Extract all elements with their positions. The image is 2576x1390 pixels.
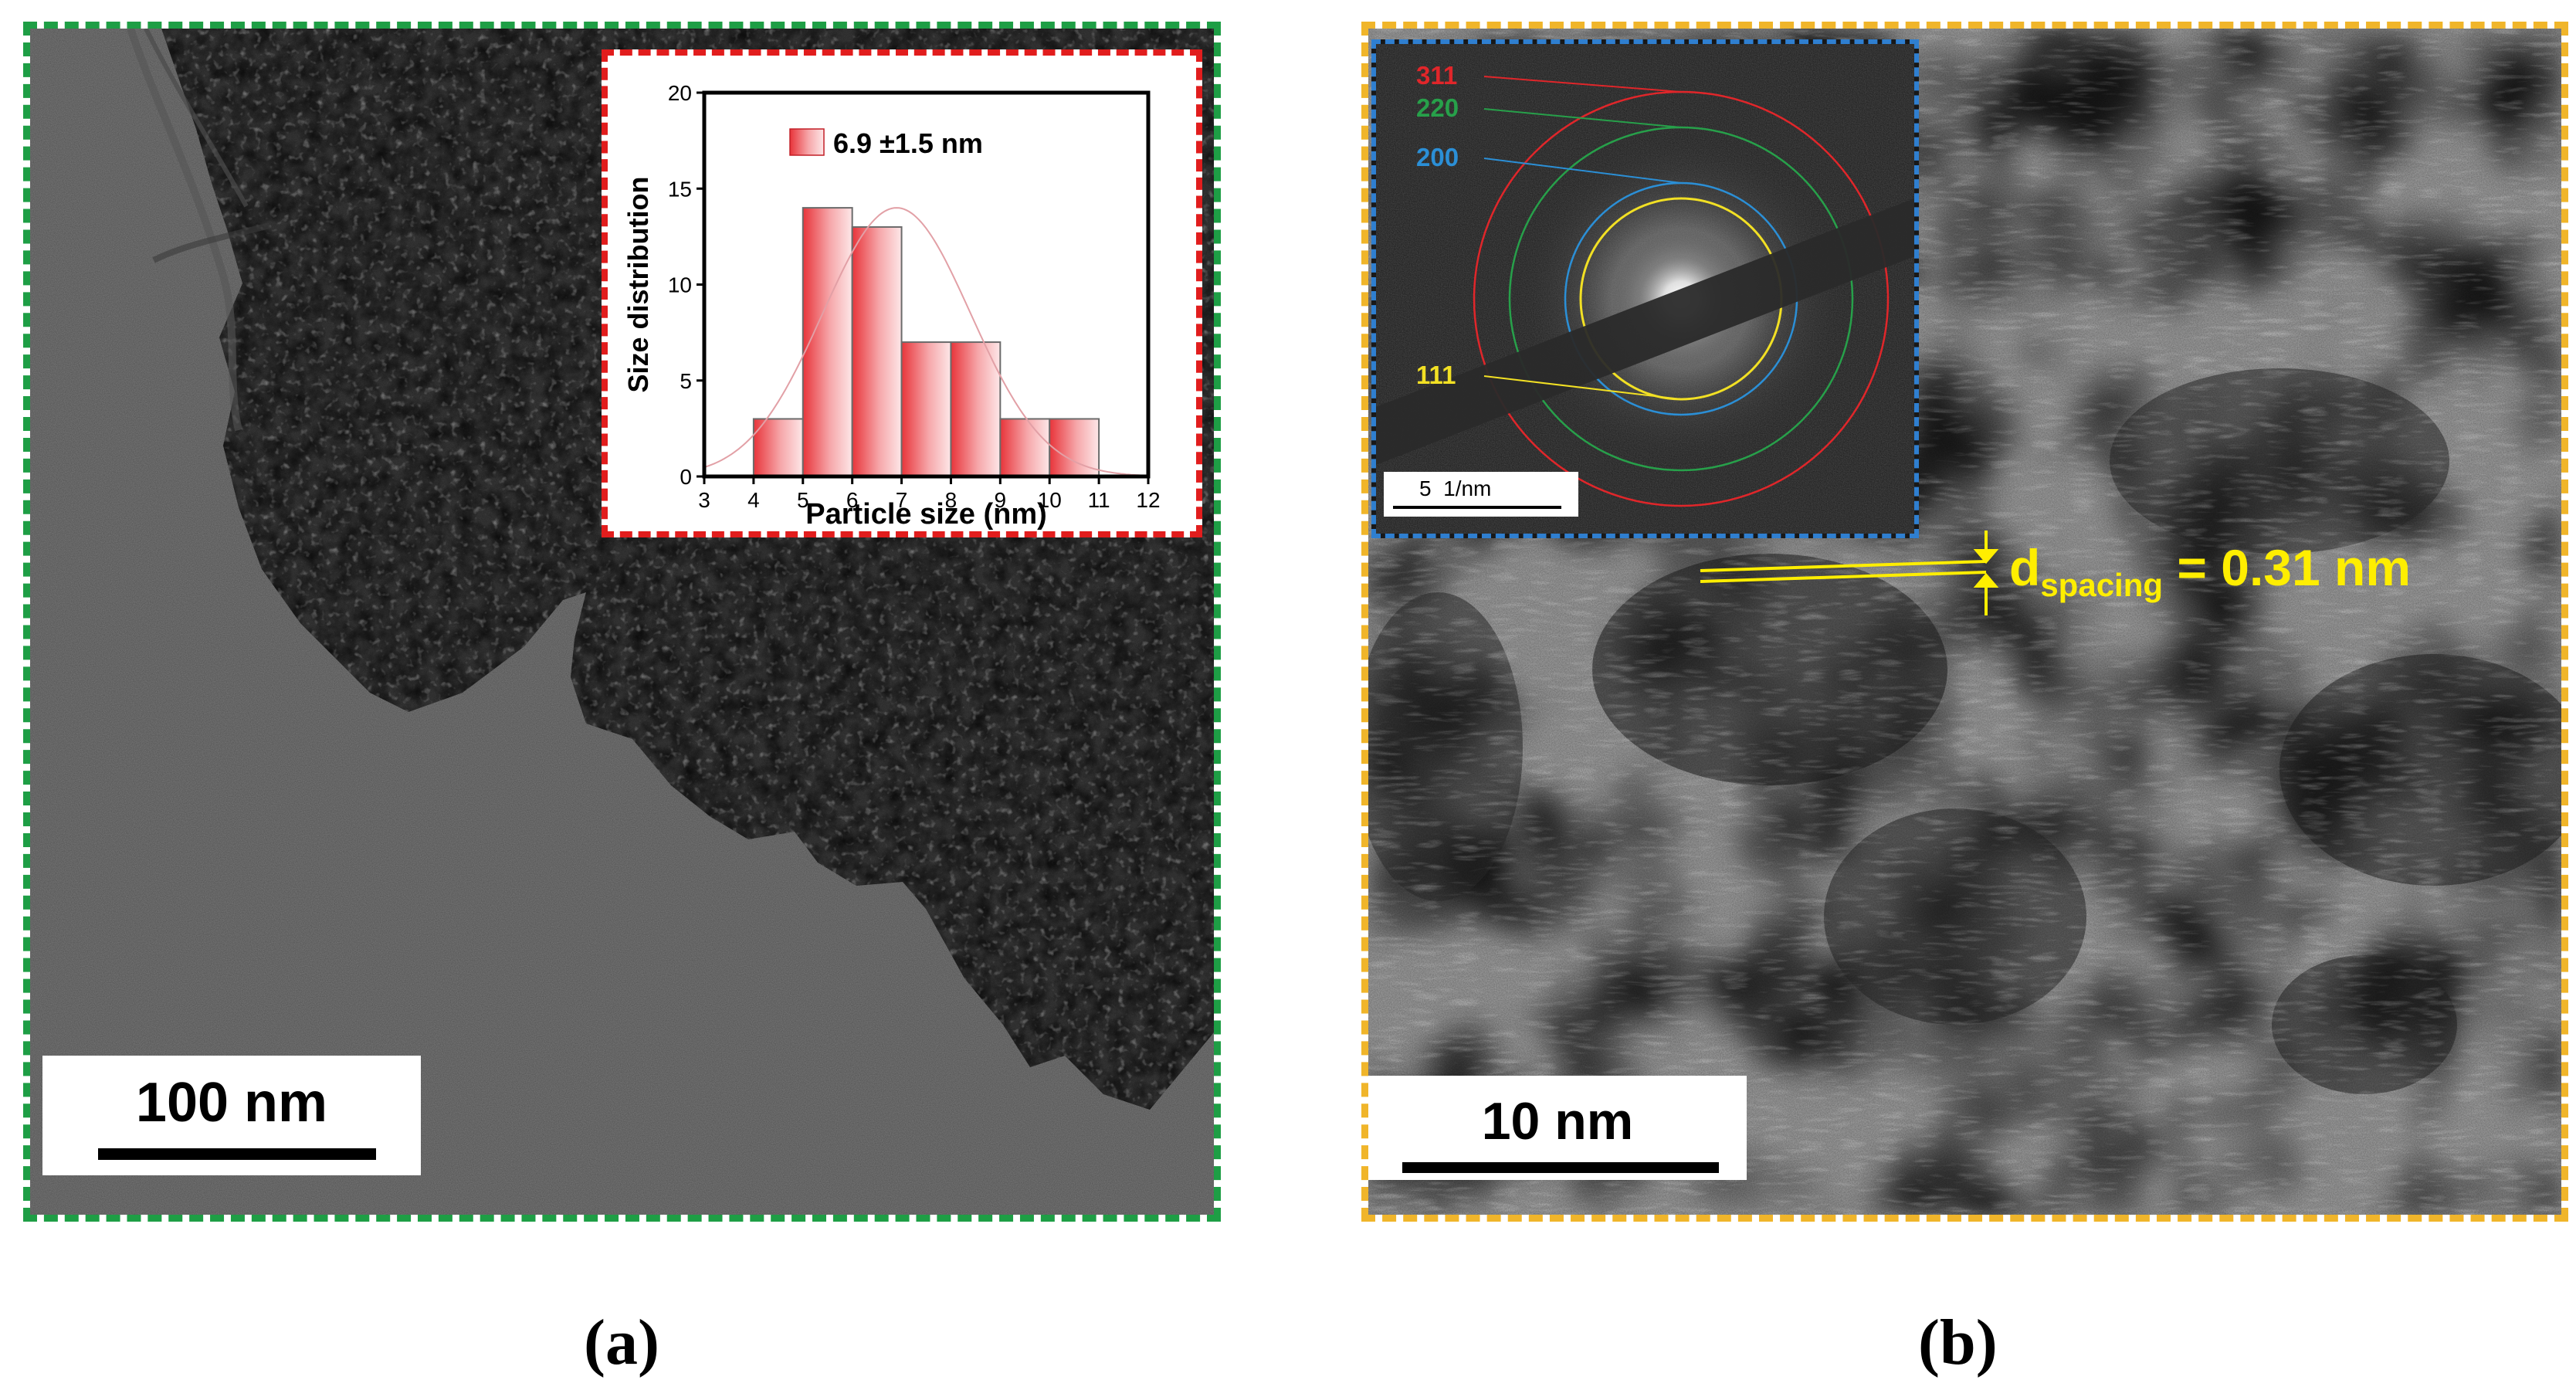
y-tick-label: 10 [668, 273, 692, 297]
saed-pattern [1376, 44, 1914, 534]
beam-stopper [1376, 198, 1914, 465]
particle-size-histogram: 3 4 5 6 7 8 9 10 11 12 0 5 10 15 20 6.9 ±1.5 nm Partic… [602, 49, 1202, 537]
saed-scale-label: 5 1/nm [1419, 476, 1492, 500]
histogram-chart: 3 4 5 6 7 8 9 10 11 12 0 5 10 15 20 6.9 ±1.5 nm Partic… [622, 81, 1161, 531]
x-tick-label: 8 [945, 488, 958, 512]
scale-bar-box-a: 100 nm [42, 1056, 421, 1175]
ring-label-220: 220 [1416, 93, 1459, 122]
d-subscript: spacing [2040, 567, 2164, 604]
saed-pattern-inset: 311 220 200 111 5 1/nm [1371, 39, 1919, 538]
saed-scale-bar [1393, 506, 1561, 509]
panel-label-b: (b) [1918, 1307, 1998, 1378]
legend-label: 6.9 ±1.5 nm [833, 127, 983, 159]
legend-swatch [789, 128, 825, 156]
x-tick-label: 4 [747, 488, 760, 512]
y-axis-label: Size distribution [622, 176, 654, 392]
d-symbol: d [2009, 539, 2041, 596]
scale-bar-box-b: 10 nm [1368, 1076, 1747, 1180]
histogram-bar [900, 341, 952, 477]
histogram-bar [950, 341, 1002, 477]
y-tick-label: 15 [668, 177, 692, 201]
x-tick-label: 10 [1038, 488, 1062, 512]
y-tick-label: 20 [668, 81, 692, 105]
d-spacing-label: dspacing = 0.31 nm [2009, 538, 2411, 604]
d-spacing-markers [1700, 531, 1999, 615]
x-axis-label: Particle size (nm) [805, 498, 1047, 531]
x-tick-label: 12 [1136, 488, 1160, 512]
hrtem-panel-b: 311 220 200 111 5 1/nm dspacing = 0.31 n… [1361, 22, 2568, 1222]
y-tick-label: 5 [680, 369, 692, 393]
ring-label-200: 200 [1416, 143, 1459, 171]
saed-scale-box: 5 1/nm [1384, 472, 1578, 517]
d-value: = 0.31 nm [2163, 539, 2412, 596]
x-tick-label: 7 [896, 488, 908, 512]
scale-bar-a [98, 1148, 376, 1160]
x-tick-label: 6 [846, 488, 859, 512]
y-tick-label: 0 [680, 465, 692, 489]
scale-bar-label-b: 10 nm [1481, 1092, 1634, 1151]
gaussian-fit-curve [703, 207, 1149, 476]
x-tick-label: 11 [1088, 488, 1110, 512]
scale-bar-b [1402, 1162, 1719, 1173]
x-tick-label: 3 [698, 488, 710, 512]
histogram-bar [999, 418, 1051, 478]
histogram-bar [851, 225, 903, 477]
x-tick-label: 9 [995, 488, 1007, 512]
ring-label-111: 111 [1416, 361, 1456, 389]
panel-label-a: (a) [584, 1307, 659, 1378]
tem-panel-a: 3 4 5 6 7 8 9 10 11 12 0 5 10 15 20 6.9 ±1.5 nm Partic… [23, 22, 1221, 1222]
histogram-bar [1049, 418, 1100, 478]
x-tick-label: 5 [797, 488, 809, 512]
ring-label-311: 311 [1416, 61, 1458, 90]
scale-bar-label-a: 100 nm [135, 1072, 328, 1134]
